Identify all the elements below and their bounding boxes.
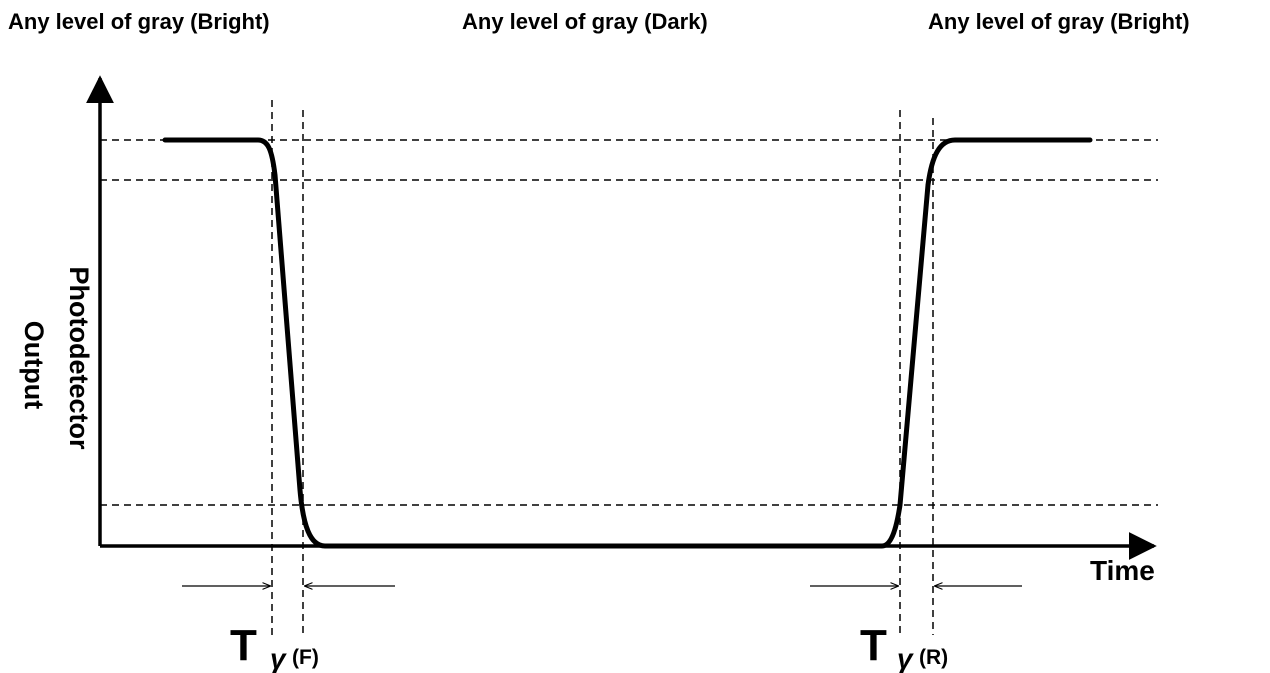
region-label-bright-left: Any level of gray (Bright) (8, 9, 270, 34)
rise-time-label-main: T (860, 621, 887, 670)
x-axis-label: Time (1090, 555, 1155, 586)
photodetector-signal (162, 137, 1093, 549)
fall-time-label-main: T (230, 621, 257, 670)
region-label-bright-right: Any level of gray (Bright) (928, 9, 1190, 34)
rise-time-label-suffix: (R) (919, 646, 948, 669)
y-axis-label-line2: Output (19, 321, 49, 409)
rise-time-label-symbol: γ (897, 643, 914, 673)
fall-time-label-symbol: γ (270, 643, 287, 673)
fall-time-label-suffix: (F) (292, 646, 319, 669)
y-axis-label-line1: Photodetector (64, 266, 94, 449)
region-label-dark: Any level of gray (Dark) (462, 9, 708, 34)
